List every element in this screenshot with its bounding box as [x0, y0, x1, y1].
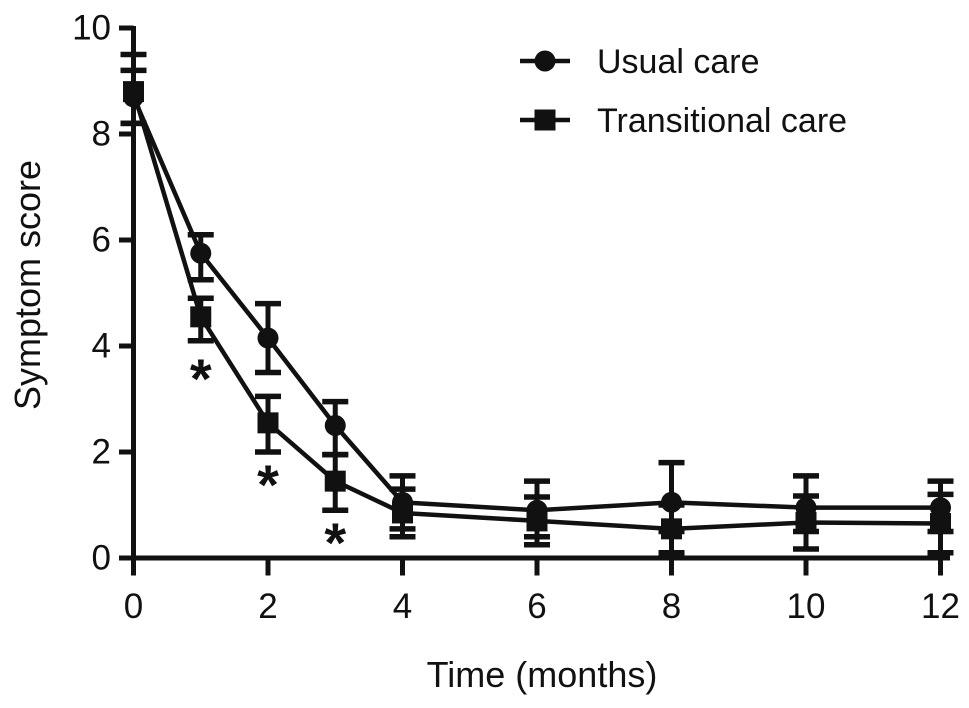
data-point-circle	[661, 491, 682, 513]
y-tick-label: 6	[92, 221, 111, 260]
y-tick-label: 4	[92, 327, 111, 366]
x-tick-label: 10	[787, 587, 826, 626]
data-point-square	[930, 513, 951, 535]
data-point-square	[190, 306, 212, 328]
data-point-circle	[930, 497, 951, 519]
x-tick-label: 6	[527, 587, 546, 626]
data-point-circle	[190, 242, 212, 264]
data-point-circle	[324, 415, 346, 436]
legend: Usual care Transitional care	[520, 43, 847, 140]
x-axis: 0 2 4 6 8 10 12	[124, 555, 960, 626]
series-lines	[131, 90, 941, 532]
y-tick-label: 8	[92, 115, 111, 154]
data-point-circle	[257, 327, 279, 349]
series-markers	[123, 81, 951, 540]
data-point-square	[526, 510, 548, 532]
significance-asterisk: *	[257, 453, 279, 516]
x-tick-label: 12	[921, 587, 960, 626]
data-point-square	[661, 518, 682, 540]
significance-asterisks: * * *	[190, 347, 347, 574]
legend-label: Transitional care	[597, 102, 847, 140]
y-tick-label: 0	[92, 539, 111, 578]
significance-asterisk: *	[190, 347, 212, 410]
series-line-square	[131, 90, 941, 532]
x-tick-label: 8	[662, 587, 681, 626]
legend-label: Usual care	[597, 43, 760, 81]
x-tick-label: 0	[124, 587, 143, 626]
legend-square-marker	[534, 109, 556, 131]
significance-asterisk: *	[324, 511, 346, 574]
data-point-square	[392, 502, 413, 524]
legend-item: Usual care	[520, 43, 760, 81]
series-line-circle	[131, 96, 941, 513]
legend-circle-marker	[534, 50, 556, 72]
x-axis-title: Time (months)	[427, 654, 658, 695]
data-point-square	[324, 470, 346, 492]
x-tick-label: 2	[258, 587, 277, 626]
y-tick-label: 2	[92, 433, 111, 472]
y-axis: 0 2 4 6 8 10	[72, 9, 136, 578]
y-tick-label: 10	[72, 9, 111, 48]
data-point-square	[795, 511, 817, 533]
x-tick-label: 4	[393, 587, 412, 626]
data-point-square	[257, 412, 279, 434]
y-axis-title: Symptom score	[7, 160, 48, 410]
legend-item: Transitional care	[520, 102, 847, 140]
